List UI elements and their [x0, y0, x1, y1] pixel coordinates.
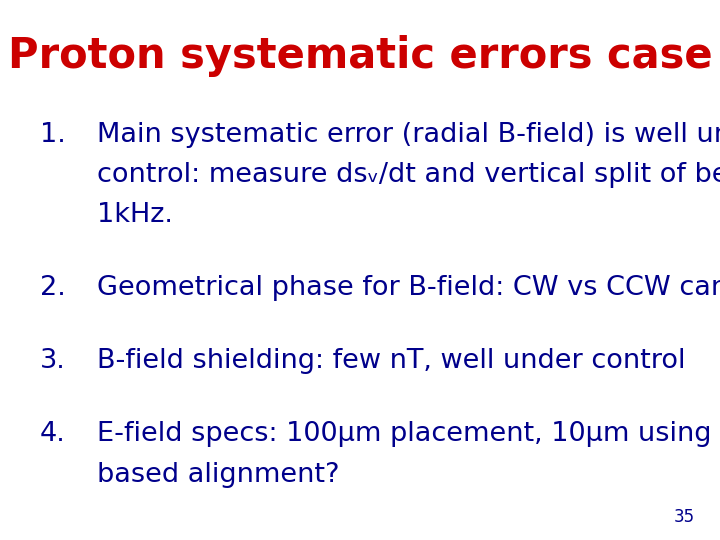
- Text: Proton systematic errors case: Proton systematic errors case: [8, 35, 712, 77]
- Text: Main systematic error (radial B-field) is well under: Main systematic error (radial B-field) i…: [97, 122, 720, 147]
- Text: B-field shielding: few nT, well under control: B-field shielding: few nT, well under co…: [97, 348, 685, 374]
- Text: 1.: 1.: [40, 122, 66, 147]
- Text: 35: 35: [674, 509, 695, 526]
- Text: E-field specs: 100μm placement, 10μm using beam: E-field specs: 100μm placement, 10μm usi…: [97, 421, 720, 447]
- Text: 3.: 3.: [40, 348, 66, 374]
- Text: 1kHz.: 1kHz.: [97, 202, 173, 228]
- Text: 4.: 4.: [40, 421, 66, 447]
- Text: based alignment?: based alignment?: [97, 462, 340, 488]
- Text: Geometrical phase for B-field: CW vs CCW cancel!: Geometrical phase for B-field: CW vs CCW…: [97, 275, 720, 301]
- Text: 2.: 2.: [40, 275, 66, 301]
- Text: control: measure dsᵥ/dt and vertical split of beams at: control: measure dsᵥ/dt and vertical spl…: [97, 162, 720, 188]
